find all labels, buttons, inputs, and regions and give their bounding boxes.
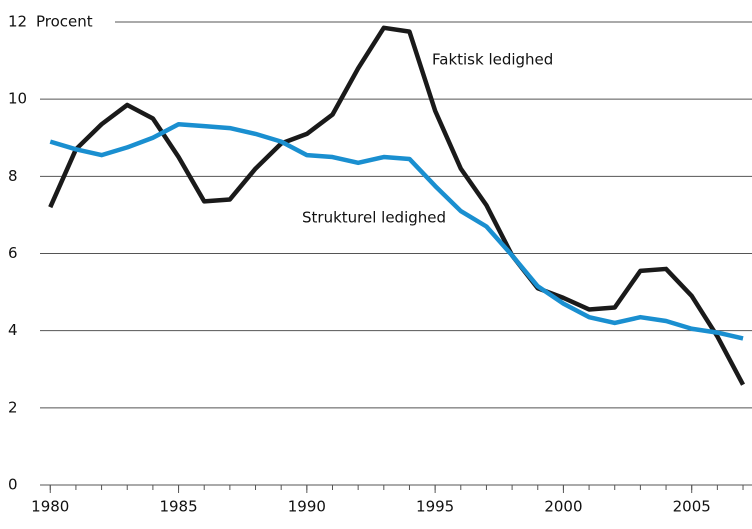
y-tick-label: 0 [8,476,18,494]
x-tick-label: 1985 [159,498,197,516]
series-label: Strukturel ledighed [302,209,446,227]
y-axis-label: Procent [36,13,93,31]
x-tick-label: 1980 [31,498,69,516]
y-tick-label: 10 [8,90,27,108]
series-label: Faktisk ledighed [432,51,553,69]
y-tick-label: 4 [8,321,18,339]
series-line [48,25,746,386]
y-tick-label: 12 [8,13,27,31]
y-tick-label: 2 [8,398,18,416]
x-tick-label: 2005 [673,498,711,516]
x-tick-label: 1990 [288,498,326,516]
series-line [49,121,744,341]
x-tick-label: 2000 [544,498,582,516]
y-tick-label: 8 [8,167,18,185]
y-tick-label: 6 [8,244,18,262]
x-tick-label: 1995 [416,498,454,516]
